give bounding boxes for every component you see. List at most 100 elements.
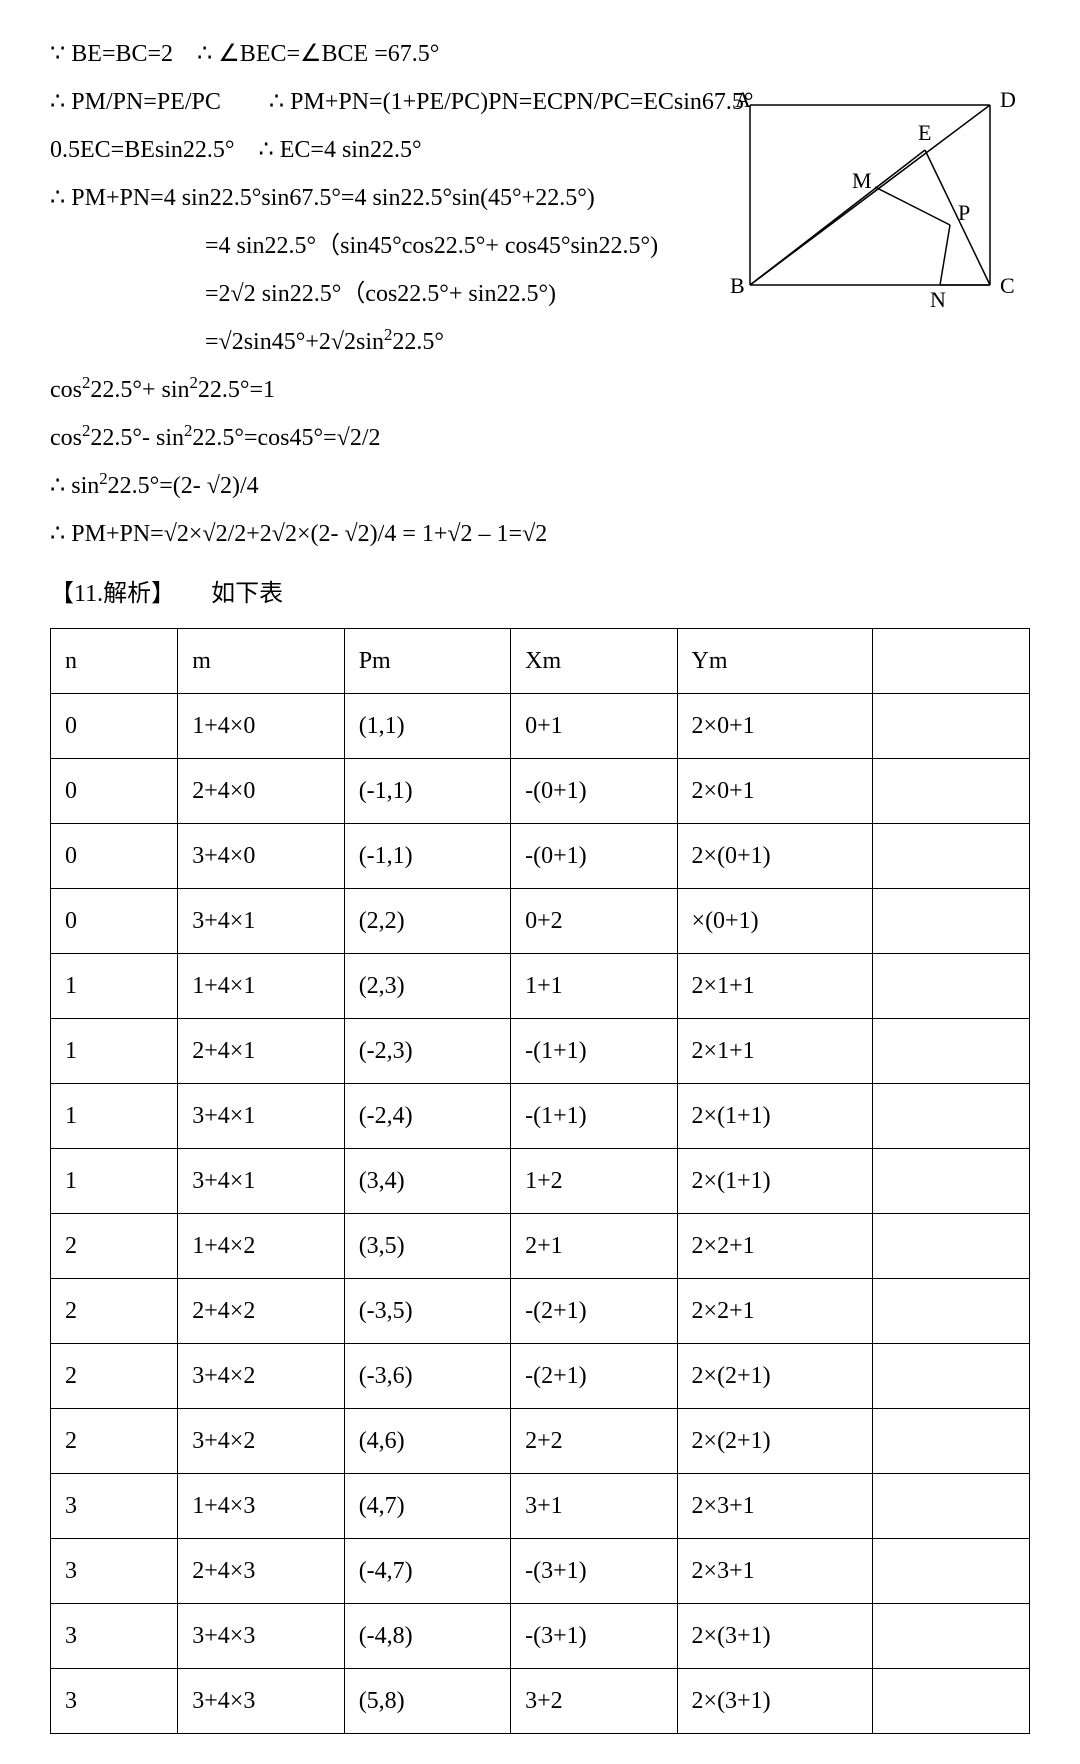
table-cell: (2,3): [344, 954, 510, 1019]
table-row: 32+4×3(-4,7)-(3+1)2×3+1: [51, 1539, 1030, 1604]
svg-text:M: M: [852, 168, 872, 193]
table-cell: 0: [51, 889, 178, 954]
table-cell: 2×(0+1): [677, 824, 873, 889]
table-cell: (-4,8): [344, 1604, 510, 1669]
table-cell: 2: [51, 1214, 178, 1279]
table-cell: 1+4×2: [178, 1214, 344, 1279]
table-cell: 2+4×3: [178, 1539, 344, 1604]
table-cell: [873, 1084, 1030, 1149]
table-cell: 0+2: [511, 889, 677, 954]
table-cell: 3+4×2: [178, 1344, 344, 1409]
table-cell: 2+4×2: [178, 1279, 344, 1344]
table-cell: 1+1: [511, 954, 677, 1019]
math-line: ∴ PM+PN=√2×√2/2+2√2×(2- √2)/4 = 1+√2 – 1…: [50, 510, 1030, 558]
table-cell: [873, 824, 1030, 889]
table-cell: [873, 1214, 1030, 1279]
table-cell: 3+4×1: [178, 1084, 344, 1149]
table-cell: 3: [51, 1474, 178, 1539]
table-cell: [873, 1474, 1030, 1539]
table-cell: 1: [51, 1084, 178, 1149]
table-row: 22+4×2(-3,5)-(2+1)2×2+1: [51, 1279, 1030, 1344]
table-row: 03+4×0(-1,1)-(0+1)2×(0+1): [51, 824, 1030, 889]
table-header-cell: n: [51, 629, 178, 694]
table-cell: 0: [51, 824, 178, 889]
table-cell: 0: [51, 759, 178, 824]
table-cell: 2×3+1: [677, 1539, 873, 1604]
table-cell: 2×(1+1): [677, 1084, 873, 1149]
table-cell: 2×(3+1): [677, 1604, 873, 1669]
math-line: ∴ sin222.5°=(2- √2)/4: [50, 462, 1030, 510]
svg-text:E: E: [918, 120, 931, 145]
table-cell: [873, 1019, 1030, 1084]
table-cell: 2×1+1: [677, 1019, 873, 1084]
table-row: 23+4×2(4,6)2+22×(2+1): [51, 1409, 1030, 1474]
table-header-cell: [873, 629, 1030, 694]
table-cell: [873, 1344, 1030, 1409]
table-cell: 2×(2+1): [677, 1409, 873, 1474]
table-cell: (-2,4): [344, 1084, 510, 1149]
table-cell: 3: [51, 1669, 178, 1734]
table-cell: (4,7): [344, 1474, 510, 1539]
math-line: cos222.5°- sin222.5°=cos45°=√2/2: [50, 414, 1030, 462]
table-cell: [873, 1279, 1030, 1344]
table-cell: 3+4×0: [178, 824, 344, 889]
table-cell: -(2+1): [511, 1344, 677, 1409]
table-cell: -(0+1): [511, 759, 677, 824]
table-cell: 3: [51, 1604, 178, 1669]
table-cell: 2+4×0: [178, 759, 344, 824]
table-cell: [873, 694, 1030, 759]
table-cell: (-4,7): [344, 1539, 510, 1604]
table-cell: -(1+1): [511, 1084, 677, 1149]
table-cell: -(1+1): [511, 1019, 677, 1084]
content-area: ADBCEMPN ∵ BE=BC=2 ∴ ∠BEC=∠BCE =67.5°∴ P…: [50, 30, 1030, 1734]
table-cell: 3+4×2: [178, 1409, 344, 1474]
table-cell: 1+4×0: [178, 694, 344, 759]
table-header-cell: Ym: [677, 629, 873, 694]
table-cell: 2: [51, 1409, 178, 1474]
table-row: 03+4×1(2,2)0+2×(0+1): [51, 889, 1030, 954]
table-cell: 2×(3+1): [677, 1669, 873, 1734]
table-cell: 2×0+1: [677, 694, 873, 759]
table-cell: 3+1: [511, 1474, 677, 1539]
table-cell: -(2+1): [511, 1279, 677, 1344]
table-cell: 3: [51, 1539, 178, 1604]
table-cell: 0+1: [511, 694, 677, 759]
table-header-cell: m: [178, 629, 344, 694]
table-cell: 2×0+1: [677, 759, 873, 824]
table-row: 23+4×2(-3,6)-(2+1)2×(2+1): [51, 1344, 1030, 1409]
section-heading: 【11.解析】 如下表: [50, 570, 1030, 618]
table-cell: 2+2: [511, 1409, 677, 1474]
svg-text:B: B: [730, 273, 745, 298]
svg-text:A: A: [735, 87, 751, 112]
table-cell: ×(0+1): [677, 889, 873, 954]
math-line: cos222.5°+ sin222.5°=1: [50, 366, 1030, 414]
table-cell: 3+4×3: [178, 1604, 344, 1669]
table-cell: -(3+1): [511, 1539, 677, 1604]
table-cell: (-1,1): [344, 759, 510, 824]
table-cell: 3+4×1: [178, 1149, 344, 1214]
table-cell: 2: [51, 1344, 178, 1409]
table-cell: 3+4×1: [178, 889, 344, 954]
table-cell: 1+2: [511, 1149, 677, 1214]
table-cell: (-1,1): [344, 824, 510, 889]
table-cell: 1+4×1: [178, 954, 344, 1019]
table-row: 33+4×3(-4,8)-(3+1)2×(3+1): [51, 1604, 1030, 1669]
table-cell: 2+4×1: [178, 1019, 344, 1084]
table-row: 11+4×1(2,3)1+12×1+1: [51, 954, 1030, 1019]
table-row: 01+4×0(1,1)0+12×0+1: [51, 694, 1030, 759]
table-cell: (-3,6): [344, 1344, 510, 1409]
table-cell: [873, 1149, 1030, 1214]
data-table: nmPmXmYm01+4×0(1,1)0+12×0+102+4×0(-1,1)-…: [50, 628, 1030, 1734]
table-cell: 2: [51, 1279, 178, 1344]
math-line: =√2sin45°+2√2sin222.5°: [50, 318, 1030, 366]
svg-text:C: C: [1000, 273, 1015, 298]
table-cell: 2×2+1: [677, 1214, 873, 1279]
table-cell: (-2,3): [344, 1019, 510, 1084]
table-cell: 2×(2+1): [677, 1344, 873, 1409]
table-cell: (2,2): [344, 889, 510, 954]
table-cell: 2×(1+1): [677, 1149, 873, 1214]
geometry-diagram: ADBCEMPN: [720, 85, 1020, 315]
table-cell: [873, 1604, 1030, 1669]
math-line: ∵ BE=BC=2 ∴ ∠BEC=∠BCE =67.5°: [50, 30, 1030, 78]
table-cell: 1: [51, 1149, 178, 1214]
